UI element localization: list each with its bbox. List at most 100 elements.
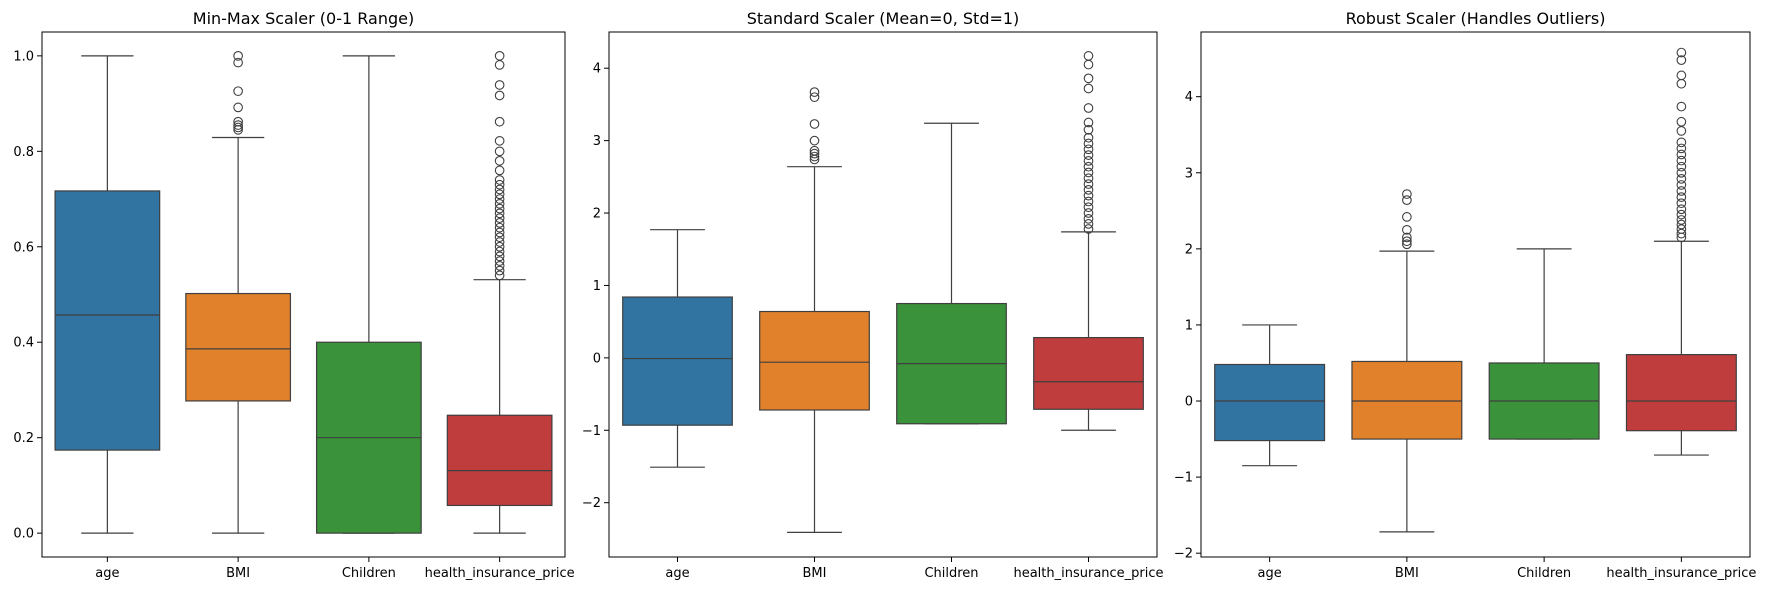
outlier-point: [1083, 103, 1094, 113]
outlier-point: [494, 189, 505, 200]
outlier-point: [494, 184, 505, 195]
box-iqr: [1214, 363, 1326, 442]
outlier-point: [1676, 155, 1687, 166]
outlier-point: [1083, 219, 1094, 229]
outlier-point: [809, 148, 820, 159]
outlier-point: [1676, 204, 1687, 215]
outlier-point: [494, 246, 505, 257]
outlier-point: [1402, 224, 1412, 235]
x-tick-label: Children: [924, 566, 978, 581]
x-tick-label: age: [665, 566, 689, 581]
y-tick-label: 1: [593, 279, 601, 294]
outlier-point: [1402, 239, 1412, 250]
y-tick-label: 0.2: [13, 431, 34, 446]
outlier-point: [494, 146, 505, 157]
plot-frame: [1200, 31, 1751, 558]
outlier-point: [494, 251, 505, 262]
box-BMI: [1351, 189, 1463, 533]
outlier-point: [494, 203, 505, 214]
outlier-point: [809, 151, 820, 162]
y-tick-label: 0: [593, 351, 601, 366]
outlier-point: [1676, 101, 1687, 112]
outlier-point: [494, 227, 505, 238]
box-BMI: [185, 51, 292, 534]
x-tick-label: BMI: [803, 566, 827, 581]
x-tick-label: Children: [1517, 566, 1571, 581]
chart-panel-3: Robust Scaler (Handles Outliers) age BMI Ch…: [1174, 9, 1757, 581]
box-iqr: [446, 414, 553, 507]
y-tick-label: 0.8: [13, 145, 34, 160]
box-BMI: [759, 87, 870, 533]
outlier-point: [494, 265, 505, 276]
x-tick-label: health_insurance_price: [1013, 566, 1163, 581]
outlier-point: [1676, 161, 1687, 172]
outlier-point: [494, 198, 505, 209]
outlier-point: [1083, 51, 1094, 61]
box-iqr: [1033, 336, 1144, 410]
outlier-point: [494, 179, 505, 190]
outlier-point: [494, 218, 505, 228]
y-tick-label: 1: [1185, 318, 1193, 333]
outlier-point: [1083, 190, 1094, 201]
outlier-point: [1083, 124, 1094, 135]
outlier-point: [1083, 132, 1094, 143]
outlier-point: [494, 237, 505, 247]
x-tick-label: age: [1258, 566, 1282, 581]
outlier-point: [233, 122, 243, 133]
outlier-point: [494, 194, 505, 204]
y-tick-label: 2: [1185, 242, 1193, 257]
outlier-point: [1402, 195, 1412, 206]
outlier-point: [1083, 196, 1094, 207]
outlier-point: [233, 57, 243, 68]
outlier-point: [1676, 173, 1687, 184]
outlier-point: [494, 165, 505, 176]
outlier-point: [809, 119, 820, 129]
x-tick-label: Children: [342, 566, 396, 581]
outlier-point: [1402, 232, 1412, 243]
box-Children: [315, 55, 422, 534]
outlier-point: [1402, 212, 1412, 222]
outlier-point: [1676, 149, 1687, 160]
outlier-point: [1676, 143, 1687, 154]
chart-title: Min-Max Scaler (0-1 Range): [193, 9, 414, 28]
y-tick-label: 3: [1185, 166, 1193, 181]
outlier-point: [1676, 70, 1687, 81]
y-tick-label: 4: [593, 62, 601, 77]
box-iqr: [759, 310, 870, 411]
outlier-point: [1083, 138, 1094, 149]
y-tick-label: 4: [1185, 90, 1193, 105]
outlier-point: [1083, 156, 1094, 166]
chart-title: Standard Scaler (Mean=0, Std=1): [747, 9, 1020, 28]
outlier-point: [494, 60, 505, 70]
outlier-point: [494, 80, 505, 90]
box-Children: [1488, 248, 1600, 440]
y-tick-label: −2: [582, 496, 601, 511]
outlier-point: [1676, 219, 1687, 230]
outlier-point: [233, 51, 243, 61]
outlier-point: [1402, 236, 1412, 247]
outlier-point: [1676, 47, 1687, 58]
outlier-point: [494, 270, 505, 281]
outlier-point: [494, 232, 505, 243]
outlier-point: [809, 135, 820, 146]
outlier-point: [494, 208, 505, 219]
outlier-point: [1676, 126, 1687, 136]
outlier-point: [1676, 167, 1687, 178]
outlier-point: [494, 135, 505, 146]
outlier-point: [494, 241, 505, 252]
y-tick-label: 0.0: [13, 527, 34, 542]
y-tick-label: 2: [593, 207, 601, 222]
outlier-point: [1676, 116, 1687, 127]
outlier-point: [1676, 209, 1687, 220]
outlier-point: [1083, 167, 1094, 178]
outlier-point: [1083, 117, 1094, 128]
outlier-point: [1402, 189, 1412, 199]
x-tick-label: BMI: [226, 566, 250, 581]
box-Children: [896, 122, 1007, 425]
outlier-point: [494, 51, 505, 61]
outlier-point: [1083, 213, 1094, 224]
y-tick-label: 1.0: [13, 49, 34, 64]
outlier-point: [1676, 192, 1687, 202]
outlier-point: [1083, 161, 1094, 172]
box-iqr: [1625, 354, 1737, 432]
